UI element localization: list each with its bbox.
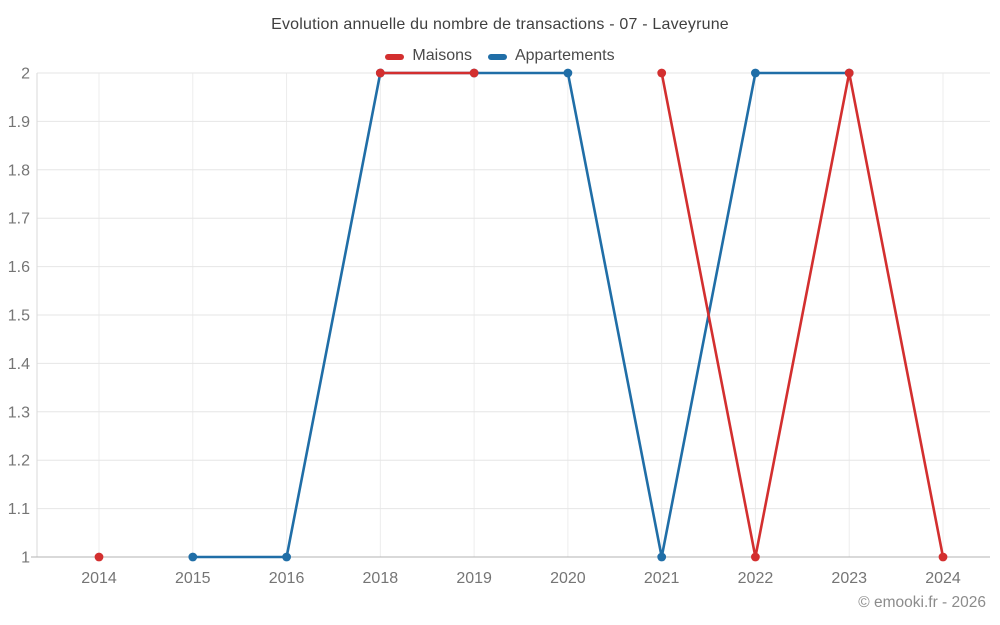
series-line-appartements (191, 71, 851, 559)
y-tick-label: 1.8 (8, 162, 30, 179)
y-tick-label: 1.7 (8, 211, 30, 228)
x-tick-label: 2015 (175, 570, 211, 587)
y-tick-label: 1.6 (8, 259, 30, 276)
data-point-maisons-2014[interactable] (94, 552, 104, 562)
x-tick-label: 2023 (831, 570, 867, 587)
legend: Maisons Appartements (0, 47, 1000, 65)
y-tick-label: 2 (21, 66, 30, 83)
y-tick-label: 1.9 (8, 114, 30, 131)
legend-swatch-maisons (385, 53, 405, 60)
data-point-appartements-2016[interactable] (282, 552, 291, 562)
chart-title: Evolution annuelle du nombre de transact… (271, 16, 729, 33)
x-tick-label: 2014 (81, 570, 117, 587)
data-point-appartements-2020[interactable] (563, 68, 573, 78)
legend-swatch-appartements (487, 53, 507, 60)
y-tick-label: 1 (21, 550, 30, 567)
x-tick-label: 2024 (925, 570, 961, 587)
data-point-maisons-2019[interactable] (469, 68, 479, 78)
watermark: © emooki.fr - 2026 (858, 594, 986, 611)
legend-item-maisons[interactable]: Maisons (385, 47, 472, 65)
y-tick-label: 1.5 (8, 308, 30, 325)
data-point-maisons-2024[interactable] (938, 552, 948, 562)
x-tick-label: 2022 (738, 570, 774, 587)
y-tick-label: 1.2 (8, 453, 30, 470)
x-tick-label: 2018 (363, 570, 399, 587)
y-tick-label: 1.3 (8, 404, 30, 421)
y-tick-label: 1.1 (8, 501, 30, 518)
x-tick-label: 2021 (644, 570, 680, 587)
x-tick-label: 2016 (269, 570, 305, 587)
data-point-maisons-2021[interactable] (657, 68, 667, 78)
data-point-appartements-2022[interactable] (751, 68, 760, 78)
legend-item-appartements[interactable]: Appartements (487, 47, 615, 65)
data-point-maisons-2018[interactable] (375, 68, 385, 78)
data-point-maisons-2023[interactable] (844, 68, 854, 78)
data-point-appartements-2015[interactable] (188, 552, 198, 562)
x-tick-label: 2019 (456, 570, 492, 587)
data-point-maisons-2022[interactable] (751, 552, 760, 562)
legend-label-appartements: Appartements (514, 47, 615, 64)
legend-label-maisons: Maisons (412, 47, 472, 64)
series-line-maisons (379, 71, 945, 559)
x-tick-label: 2020 (550, 570, 586, 587)
y-tick-label: 1.4 (8, 356, 30, 373)
data-point-appartements-2021[interactable] (657, 552, 667, 562)
